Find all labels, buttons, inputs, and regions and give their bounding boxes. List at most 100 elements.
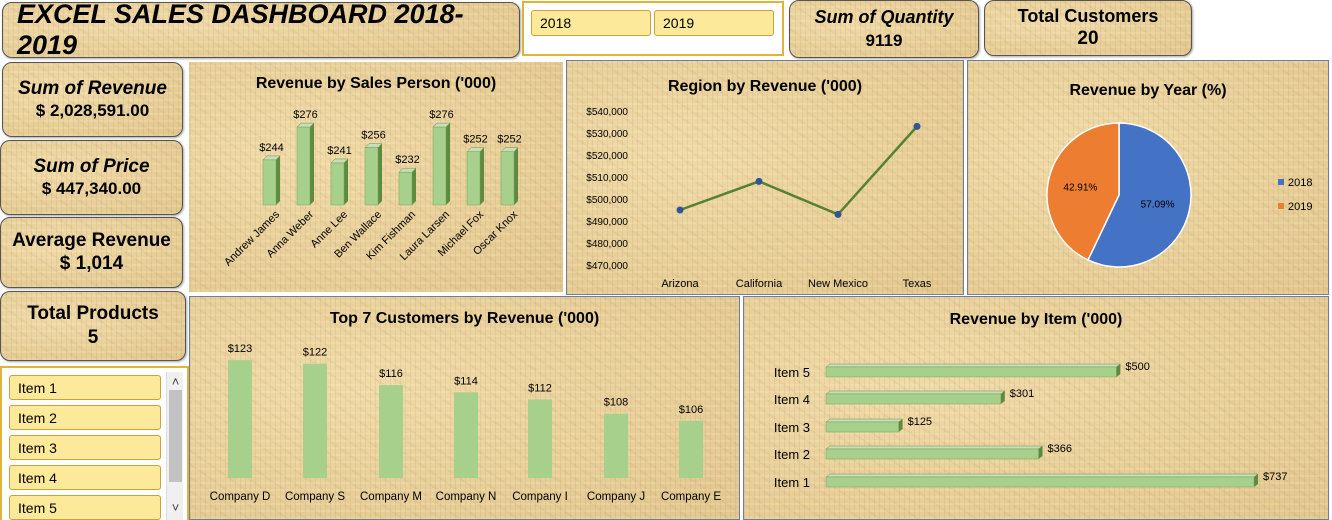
region-category-label: Arizona xyxy=(661,278,699,290)
item-bar-top xyxy=(825,363,1122,368)
sales-person-bar-side xyxy=(412,168,416,205)
sales-person-data-label: $276 xyxy=(293,109,317,121)
sales-person-bar xyxy=(364,147,379,206)
pie-legend-swatch xyxy=(1278,179,1284,185)
item-data-label: $500 xyxy=(1125,361,1149,373)
revenue-label: Sum of Revenue xyxy=(18,77,167,99)
year-2019-button[interactable]: 2019 xyxy=(654,10,774,36)
customer-data-label: $114 xyxy=(454,375,478,387)
sales-person-bar-side xyxy=(276,155,280,205)
item-category-label: Item 1 xyxy=(774,475,810,490)
pie-legend-label: 2019 xyxy=(1288,201,1312,213)
item-2-label: Item 2 xyxy=(18,409,57,426)
price-label: Sum of Price xyxy=(33,155,150,177)
customer-bar xyxy=(679,420,703,478)
sales-person-data-label: $244 xyxy=(259,142,283,154)
customer-bar xyxy=(604,413,628,478)
item-category-label: Item 5 xyxy=(774,365,810,380)
customers-value: 20 xyxy=(1077,28,1099,50)
item-bar xyxy=(825,448,1039,460)
customer-category-label: Company N xyxy=(436,491,497,503)
price-value: $ 447,340.00 xyxy=(41,179,142,199)
scroll-up-icon[interactable]: ˄ xyxy=(171,374,180,389)
region-ytick-label: $490,000 xyxy=(586,217,628,228)
item-3-label: Item 3 xyxy=(18,439,57,456)
revenue-card: Sum of Revenue $ 2,028,591.00 xyxy=(2,62,183,137)
customer-bar xyxy=(454,392,478,478)
items-chart-panel: Revenue by Item ('000) $500 Item 5 $301 Ite… xyxy=(743,296,1329,520)
item-bar-top xyxy=(825,390,1006,395)
customers-card: Total Customers 20 xyxy=(984,0,1192,56)
customers-chart: $123 Company D $122 Company S $116 Company M $… xyxy=(210,343,722,503)
sales-person-data-label: $252 xyxy=(463,134,487,146)
sales-person-bar xyxy=(398,171,413,206)
pie-data-label: 57.09% xyxy=(1141,200,1175,211)
region-chart-title: Region by Revenue ('000) xyxy=(667,78,863,95)
sales-person-data-label: $256 xyxy=(361,130,385,142)
region-chart: $540,000 $530,000 $520,000 $510,000 $500,000… xyxy=(586,107,932,290)
item-bar-side xyxy=(1000,391,1005,404)
item-3-button[interactable]: Item 3 xyxy=(9,435,161,460)
sales-person-data-label: $232 xyxy=(395,154,419,166)
item-bar xyxy=(825,421,899,433)
region-category-label: California xyxy=(736,278,783,290)
item-bar-top xyxy=(825,418,904,423)
region-category-label: Texas xyxy=(903,278,932,290)
item-1-button[interactable]: Item 1 xyxy=(9,375,161,400)
scroll-down-icon[interactable]: ˅ xyxy=(171,500,180,515)
region-ytick-label: $470,000 xyxy=(586,261,628,272)
sales-person-bar xyxy=(466,151,481,206)
pie-legend-swatch xyxy=(1278,203,1284,209)
item-bar xyxy=(825,393,1002,405)
item-bar-top xyxy=(825,473,1259,478)
region-ytick-label: $500,000 xyxy=(586,195,628,206)
sales-person-data-label: $276 xyxy=(429,109,453,121)
region-chart-panel: Region by Revenue ('000) $540,000 $530,00… xyxy=(566,60,964,295)
item-data-label: $366 xyxy=(1048,443,1072,455)
customer-category-label: Company D xyxy=(210,491,271,503)
customer-data-label: $108 xyxy=(604,397,628,409)
item-5-button[interactable]: Item 5 xyxy=(9,495,161,520)
year-pie-chart-panel: Revenue by Year (%) 57.09% 2018 42.91% 2019 xyxy=(967,60,1329,295)
customer-category-label: Company M xyxy=(360,491,422,503)
avg-revenue-card: Average Revenue $ 1,014 xyxy=(0,217,183,288)
item-4-button[interactable]: Item 4 xyxy=(9,465,161,490)
item-bar-side xyxy=(1116,364,1121,377)
item-1-label: Item 1 xyxy=(18,379,57,396)
sales-person-chart-title: Revenue by Sales Person ('000) xyxy=(255,75,497,92)
region-ytick-label: $530,000 xyxy=(586,129,628,140)
region-data-point xyxy=(755,177,763,185)
item-data-label: $125 xyxy=(908,416,932,428)
avg-revenue-label: Average Revenue xyxy=(12,229,171,251)
item-2-button[interactable]: Item 2 xyxy=(9,405,161,430)
region-data-point xyxy=(913,122,921,130)
customer-category-label: Company E xyxy=(661,491,721,503)
item-category-label: Item 4 xyxy=(774,392,810,407)
year-2018-button[interactable]: 2018 xyxy=(531,10,651,36)
customer-bar xyxy=(228,360,252,478)
year-2018-label: 2018 xyxy=(540,15,572,31)
scroll-thumb[interactable] xyxy=(169,390,182,482)
dashboard-title: EXCEL SALES DASHBOARD 2018-2019 xyxy=(17,2,464,58)
items-chart-title: Revenue by Item ('000) xyxy=(949,311,1123,328)
item-slicer-scrollbar[interactable]: ˄ ˅ xyxy=(166,372,183,520)
customer-bar xyxy=(303,363,327,478)
sales-person-bar-side xyxy=(446,123,450,205)
products-card: Total Products 5 xyxy=(0,291,186,361)
region-data-point xyxy=(676,206,684,214)
title-banner: EXCEL SALES DASHBOARD 2018-2019 xyxy=(2,2,520,58)
customer-category-label: Company I xyxy=(512,491,568,503)
pie-slice-2018 xyxy=(1086,122,1192,268)
year-2019-label: 2019 xyxy=(663,15,695,31)
pie-data-label: 42.91% xyxy=(1063,182,1097,193)
sales-person-bar xyxy=(330,162,345,206)
item-slicer: Item 1 Item 2 Item 3 Item 4 Item 5 ˄ ˅ xyxy=(0,366,189,520)
sales-person-chart-panel: Revenue by Sales Person ('000) $244 Andre… xyxy=(189,62,563,292)
revenue-value: $ 2,028,591.00 xyxy=(35,101,150,121)
region-series-line xyxy=(679,125,918,216)
quantity-label: Sum of Quantity xyxy=(814,6,954,27)
customer-category-label: Company S xyxy=(285,491,345,503)
region-ytick-label: $510,000 xyxy=(586,173,628,184)
year-slicer: 2018 2019 xyxy=(522,1,784,56)
